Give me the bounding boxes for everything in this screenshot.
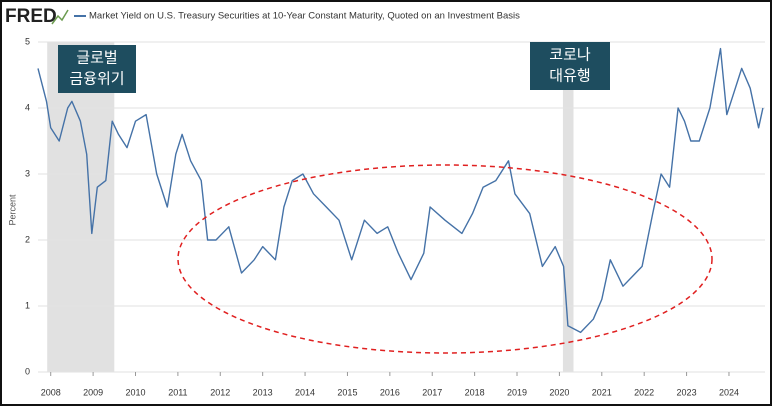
recession-shade: [562, 42, 574, 372]
annotation-box: [530, 42, 610, 90]
legend-label: Market Yield on U.S. Treasury Securities…: [89, 11, 520, 22]
x-tick-label: 2019: [507, 387, 527, 397]
annotation-box: [58, 45, 136, 93]
y-tick-label: 4: [25, 102, 30, 112]
y-tick-label: 0: [25, 366, 30, 376]
logo-icon: [51, 9, 69, 25]
data-line: [37, 47, 764, 334]
x-tick-label: 2023: [677, 387, 697, 397]
x-tick-label: 2010: [125, 387, 145, 397]
x-tick-label: 2017: [422, 387, 442, 397]
x-tick-label: 2012: [210, 387, 230, 397]
x-tick-label: 2020: [549, 387, 569, 397]
x-tick-label: 2022: [634, 387, 654, 397]
highlight-ellipse: [177, 164, 713, 354]
x-tick-label: 2013: [253, 387, 273, 397]
x-tick-label: 2011: [168, 387, 187, 397]
logo: FRED: [5, 6, 57, 27]
recession-shade: [47, 42, 115, 372]
y-tick-label: 2: [25, 234, 30, 244]
x-tick-label: 2018: [465, 387, 485, 397]
x-tick-label: 2024: [719, 387, 739, 397]
y-tick-label: 5: [25, 36, 30, 46]
x-tick-label: 2008: [41, 387, 61, 397]
annotation-text: 대유행: [549, 67, 590, 85]
y-tick-label: 3: [25, 168, 30, 178]
x-tick-label: 2015: [337, 387, 357, 397]
x-tick-label: 2016: [380, 387, 400, 397]
annotation-text: 코로나: [549, 46, 591, 64]
x-tick-label: 2014: [295, 387, 315, 397]
y-axis-label: Percent: [7, 194, 17, 226]
annotation-text: 금융위기: [69, 70, 124, 88]
x-tick-label: 2009: [83, 387, 103, 397]
x-tick-label: 2021: [592, 387, 612, 397]
annotation-text: 글로벌: [76, 49, 117, 67]
y-tick-label: 1: [25, 300, 30, 310]
